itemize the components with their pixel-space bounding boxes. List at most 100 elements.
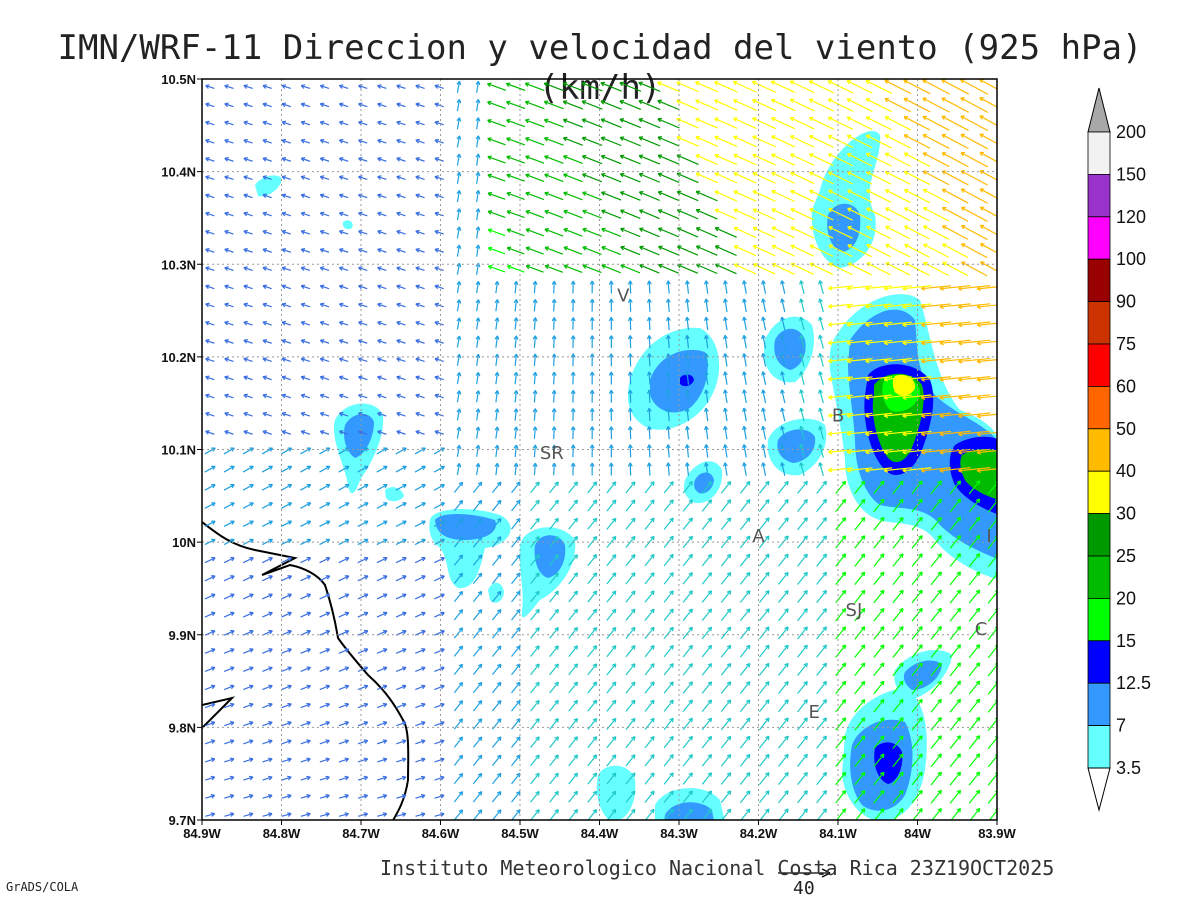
colorbar-swatch — [1087, 682, 1111, 727]
wind-vector-arrow — [911, 571, 923, 586]
wind-vector-arrow — [456, 153, 462, 166]
wind-vector-arrow — [377, 284, 387, 290]
wind-vector-arrow — [658, 227, 680, 238]
wind-vector-arrow — [771, 135, 796, 148]
wind-vector-arrow — [587, 481, 598, 494]
wind-vector-arrow — [494, 280, 500, 294]
wind-vector-arrow — [530, 536, 540, 548]
wind-vector-arrow — [608, 389, 614, 403]
wind-vector-arrow — [395, 520, 407, 527]
wind-vector-arrow — [376, 575, 388, 582]
wind-vector-arrow — [874, 808, 885, 820]
wind-vector-arrow — [475, 353, 481, 366]
wind-vector-arrow — [570, 462, 576, 476]
wind-vector-arrow — [620, 245, 641, 256]
wind-vector-arrow — [939, 376, 971, 382]
wind-vector-arrow — [587, 808, 598, 820]
wind-vector-arrow — [892, 607, 904, 622]
wind-vector-arrow — [892, 644, 904, 658]
wind-vector-arrow — [846, 79, 873, 94]
wind-vector-arrow — [377, 393, 387, 399]
wind-vector-arrow — [790, 135, 815, 148]
wind-vector-arrow — [930, 535, 942, 549]
wind-vector-arrow — [644, 553, 655, 567]
wind-vector-arrow — [816, 662, 828, 676]
wind-vector-arrow — [549, 736, 559, 748]
wind-vector-arrow — [433, 520, 445, 527]
wind-vector-arrow — [358, 193, 368, 199]
wind-vector-arrow — [835, 717, 847, 731]
wind-vector-arrow — [639, 245, 660, 256]
wind-vector-arrow — [739, 753, 751, 767]
wind-vector-arrow — [960, 97, 989, 114]
shading-east-edge-green — [960, 449, 997, 500]
wind-vector-arrow — [939, 303, 971, 310]
wind-vector-arrow — [600, 154, 622, 165]
wind-vector-arrow — [752, 117, 777, 130]
wind-vector-arrow — [720, 772, 732, 785]
wind-vector-arrow — [778, 626, 789, 640]
wind-vector-arrow — [204, 575, 216, 582]
wind-vector-arrow — [300, 538, 312, 546]
wind-vector-arrow — [205, 157, 215, 162]
wind-vector-arrow — [739, 535, 751, 549]
wind-vector-arrow — [494, 390, 500, 403]
wind-vector-arrow — [433, 465, 445, 473]
wind-vector-arrow — [619, 154, 641, 165]
wind-vector-arrow — [644, 608, 655, 621]
wind-vector-arrow — [958, 467, 991, 473]
wind-vector-arrow — [866, 225, 892, 240]
wind-vector-arrow — [563, 154, 583, 165]
wind-vector-arrow — [939, 412, 971, 419]
wind-vector-arrow — [453, 791, 464, 803]
wind-vector-arrow — [530, 554, 540, 566]
wind-vector-arrow — [921, 376, 952, 382]
wind-vector-arrow — [472, 700, 483, 712]
wind-vector-arrow — [549, 681, 559, 694]
wind-vector-arrow — [665, 444, 671, 458]
wind-vector-arrow — [434, 812, 445, 817]
x-tick-label: 84.5W — [501, 826, 539, 841]
wind-vector-arrow — [865, 303, 893, 309]
wind-vector-arrow — [513, 299, 519, 312]
wind-vector-arrow — [797, 608, 808, 622]
wind-vector-arrow — [752, 226, 776, 239]
wind-vector-arrow — [549, 772, 559, 785]
colorbar-label: 150 — [1116, 164, 1146, 184]
wind-vector-arrow — [930, 571, 942, 586]
wind-vector-arrow — [608, 317, 614, 330]
wind-vector-arrow — [338, 375, 349, 381]
wind-vector-arrow — [663, 481, 674, 494]
wind-vector-arrow — [720, 790, 732, 804]
wind-vector-arrow — [818, 462, 824, 476]
wind-vector-arrow — [319, 157, 330, 162]
wind-vector-arrow — [262, 666, 273, 672]
wind-vector-arrow — [644, 681, 655, 694]
wind-vector-arrow — [739, 553, 751, 567]
wind-vector-arrow — [682, 517, 693, 530]
wind-vector-arrow — [600, 100, 622, 110]
wind-vector-arrow — [682, 681, 693, 694]
wind-vector-arrow — [625, 808, 636, 820]
wind-vector-arrow — [723, 280, 728, 294]
wind-vector-arrow — [949, 698, 962, 713]
wind-vector-arrow — [262, 375, 272, 381]
wind-vector-arrow — [911, 516, 923, 531]
wind-vector-arrow — [456, 444, 462, 457]
wind-vector-arrow — [865, 376, 893, 382]
wind-vector-arrow — [281, 648, 292, 654]
wind-vector-arrow — [949, 644, 962, 659]
wind-vector-arrow — [395, 648, 407, 654]
wind-vector-arrow — [281, 320, 291, 326]
wind-vector-arrow — [742, 280, 747, 294]
wind-vector-arrow — [262, 284, 272, 290]
wind-vector-arrow — [828, 171, 853, 185]
wind-vector-arrow — [494, 426, 500, 439]
wind-vector-arrow — [357, 666, 369, 672]
wind-vector-arrow — [587, 645, 598, 658]
wind-vector-arrow — [771, 171, 796, 184]
wind-vector-arrow — [224, 721, 235, 727]
wind-vector-arrow — [854, 480, 866, 495]
wind-vector-arrow — [663, 735, 674, 749]
wind-vector-arrow — [684, 371, 690, 385]
